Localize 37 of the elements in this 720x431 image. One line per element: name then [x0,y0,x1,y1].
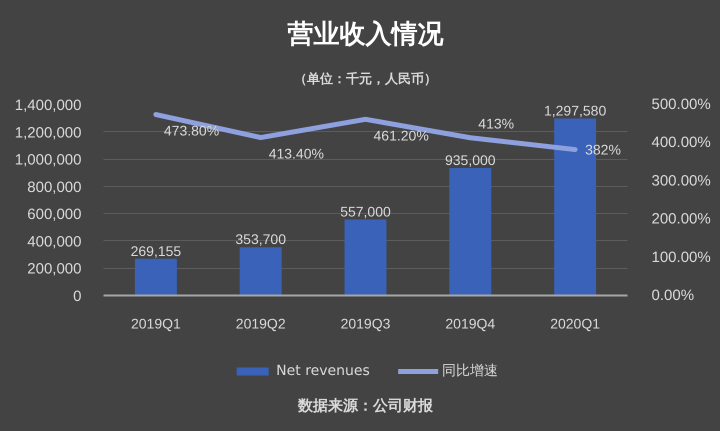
x-tick-label: 2019Q2 [236,316,286,332]
y2-tick-label: 200.00% [652,210,711,228]
legend-label: 同比增速 [442,362,498,380]
source-note: 数据来源：公司财报 [297,396,434,414]
x-tick-label: 2019Q3 [340,316,391,332]
y-tick-label: 200,000 [27,260,82,278]
x-tick-label: 2019Q4 [445,316,496,332]
data-label: 353,700 [235,231,286,248]
bar [449,168,492,296]
data-label: 473.80% [164,122,220,139]
y2-tick-label: 400.00% [652,134,711,152]
y-tick-label: 0 [73,288,82,305]
data-label: 935,000 [444,152,496,168]
y2-tick-label: 300.00% [652,172,711,190]
y-tick-label: 1,000,000 [14,152,82,169]
x-tick-label: 2020Q1 [550,316,600,332]
chart-title: 营业收入情况 [286,20,444,50]
bar [240,247,282,296]
y-tick-label: 1,200,000 [14,124,82,142]
data-label: 269,155 [130,242,182,259]
chart-subtitle: （单位：千元，人民币） [294,71,437,87]
data-label: 1,297,580 [544,102,606,118]
data-label: 413% [478,116,514,132]
y-tick-label: 600,000 [27,206,82,224]
y-tick-label: 800,000 [27,178,82,196]
y2-tick-label: 500.00% [652,96,711,113]
data-label: 413.40% [268,146,324,162]
y-tick-label: 1,400,000 [14,97,82,114]
y2-tick-label: 100.00% [652,248,711,266]
bar [134,258,177,296]
bar [344,220,386,296]
y2-tick-label: 0.00% [652,287,694,304]
data-label: 461.20% [374,127,429,144]
legend-label: Net revenues [276,363,370,379]
y-tick-label: 400,000 [27,233,82,250]
x-tick-label: 2019Q1 [130,316,182,332]
data-label: 557,000 [340,204,392,220]
